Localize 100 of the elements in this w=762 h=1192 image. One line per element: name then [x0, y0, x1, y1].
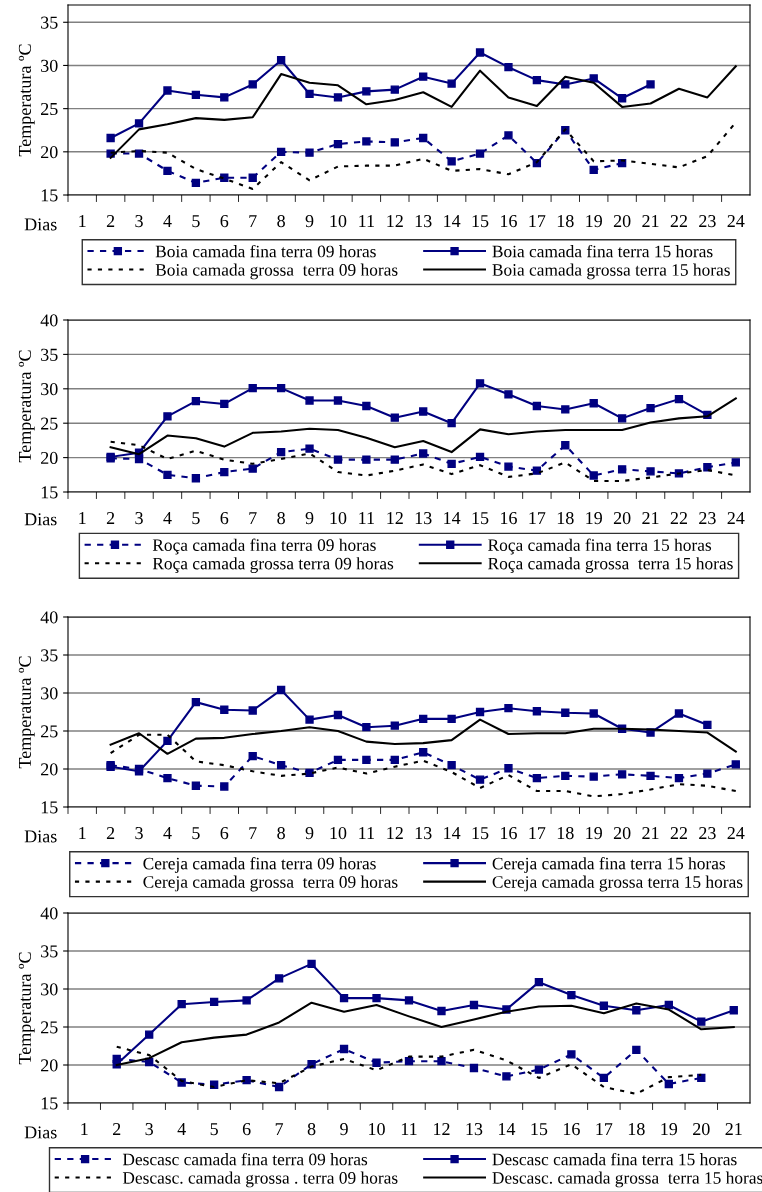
x-tick-label: 10	[330, 214, 347, 228]
x-tick-label: 4	[177, 1123, 186, 1135]
x-tick-label: 9	[305, 827, 314, 840]
x-tick-label: 11	[401, 1123, 417, 1135]
x-tick-label: 5	[192, 827, 200, 840]
y-tick-label: 15	[41, 1097, 58, 1110]
x-tick-label: 12	[387, 215, 403, 227]
y-tick-label: 30	[41, 983, 58, 996]
y-tick-label: 20	[41, 451, 58, 465]
y-tick-label: 15	[41, 486, 58, 499]
x-tick-label: 16	[501, 827, 517, 840]
legend-label: Cereja camada grossa terra 15 horas	[492, 875, 743, 892]
x-tick-label: 1	[79, 827, 86, 839]
y-tick-label: 20	[41, 146, 58, 159]
x-tick-label: 18	[557, 826, 574, 840]
x-tick-label: 3	[135, 827, 143, 840]
x-tick-label: 23	[699, 827, 716, 840]
x-tick-label: 9	[305, 215, 314, 228]
y-tick-label: 30	[41, 687, 58, 700]
y-tick-label: 40	[40, 314, 58, 327]
x-tick-label: 10	[330, 511, 347, 525]
x-tick-label: 14	[444, 215, 461, 227]
x-tick-label: 21	[642, 215, 659, 227]
x-tick-label: 11	[359, 512, 374, 524]
legend-label: Descasc camada fina terra 15 horas	[492, 1152, 737, 1166]
x-tick-label: 22	[670, 215, 687, 227]
x-tick-label: 24	[727, 827, 745, 839]
x-tick-label: 7	[249, 215, 257, 227]
legend-label: Roça camada grossa terra 15 horas	[488, 557, 733, 573]
x-tick-label: 16	[501, 512, 517, 525]
legend-label: Boia camada fina terra 09 horas	[155, 244, 376, 258]
x-tick-label: 7	[249, 512, 257, 524]
x-tick-label: 6	[220, 827, 229, 840]
y-tick-label: 30	[41, 383, 58, 396]
x-tick-label: 15	[472, 827, 489, 840]
x-tick-label: 14	[498, 1123, 516, 1135]
x-tick-label: 6	[220, 215, 229, 228]
x-axis-title: Dias	[24, 218, 57, 231]
legend-label: Cereja camada grossa terra 09 horas	[143, 875, 398, 892]
x-tick-label: 5	[210, 1123, 218, 1136]
legend-label: Boia camada grossa terra 15 horas	[492, 263, 730, 280]
y-tick-label: 20	[41, 1059, 58, 1072]
y-tick-label: 35	[41, 945, 58, 958]
x-tick-label: 1	[81, 1123, 88, 1135]
x-tick-label: 19	[661, 1123, 678, 1136]
y-tick-label: 40	[40, 611, 58, 624]
x-tick-label: 21	[725, 1123, 742, 1135]
x-tick-label: 23	[699, 512, 716, 525]
x-tick-label: 10	[330, 826, 347, 840]
x-tick-label: 8	[277, 826, 285, 840]
y-axis-title: Temperatura ºC	[18, 656, 35, 769]
x-tick-label: 1	[79, 512, 86, 524]
x-tick-label: 22	[670, 827, 687, 839]
x-tick-label: 20	[613, 511, 631, 525]
x-tick-label: 15	[472, 215, 489, 228]
x-tick-label: 5	[192, 215, 200, 228]
x-tick-label: 11	[359, 827, 374, 839]
legend-label: Descasc. camada grossa terra 15 horas	[492, 1171, 762, 1188]
x-tick-label: 15	[531, 1123, 548, 1136]
x-tick-label: 1	[79, 215, 86, 227]
y-tick-label: 25	[41, 417, 58, 430]
x-tick-label: 6	[220, 512, 229, 525]
x-tick-label: 15	[472, 512, 489, 525]
y-tick-label: 40	[40, 907, 58, 920]
y-tick-label: 15	[41, 189, 58, 202]
x-tick-label: 7	[275, 1123, 284, 1135]
x-tick-label: 2	[112, 1123, 121, 1135]
x-tick-label: 22	[670, 512, 687, 524]
x-tick-label: 8	[277, 511, 285, 525]
x-axis-title: Dias	[24, 513, 57, 526]
x-tick-label: 14	[444, 827, 461, 839]
x-tick-label: 3	[145, 1123, 153, 1136]
x-tick-label: 10	[369, 1122, 385, 1136]
x-tick-label: 13	[415, 827, 432, 840]
y-tick-label: 30	[41, 59, 58, 72]
x-axis-title: Dias	[24, 1126, 57, 1139]
legend-label: Roça camada grossa terra 09 horas	[152, 557, 394, 573]
x-tick-label: 13	[466, 1123, 483, 1136]
y-tick-label: 25	[41, 1021, 58, 1034]
x-tick-label: 2	[106, 512, 115, 524]
x-tick-label: 16	[563, 1123, 580, 1136]
x-tick-label: 18	[557, 511, 574, 525]
x-tick-label: 20	[613, 214, 631, 228]
y-tick-label: 25	[41, 725, 58, 738]
legend-label: Boia camada grossa terra 09 horas	[155, 263, 398, 280]
x-tick-label: 4	[163, 512, 172, 524]
y-tick-label: 35	[41, 649, 58, 662]
x-tick-label: 9	[305, 512, 314, 525]
x-tick-label: 4	[163, 215, 172, 227]
x-tick-label: 13	[415, 215, 432, 228]
x-tick-label: 9	[340, 1123, 348, 1136]
x-tick-label: 2	[106, 827, 115, 839]
y-tick-label: 35	[41, 16, 58, 29]
x-tick-label: 20	[693, 1122, 710, 1136]
y-axis-title: Temperatura ºC	[18, 350, 35, 463]
x-tick-label: 20	[613, 826, 631, 840]
x-tick-label: 24	[727, 215, 745, 227]
y-axis-title: Temperatura ºC	[18, 952, 35, 1065]
x-tick-label: 3	[135, 215, 143, 228]
y-axis-title: Temperatura ºC	[18, 44, 35, 157]
